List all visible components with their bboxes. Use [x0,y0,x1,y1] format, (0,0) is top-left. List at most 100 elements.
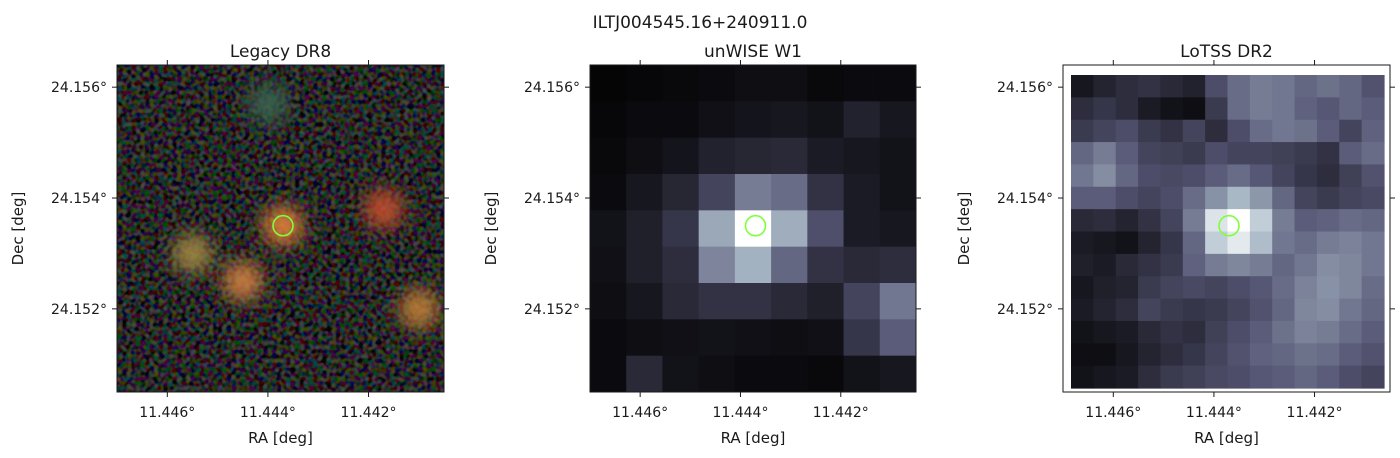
image-pixel [1182,320,1206,344]
image-pixel [1071,231,1094,255]
image-pixel [1272,142,1296,166]
image-pixel [1272,253,1296,277]
image-pixel [1294,343,1318,367]
source-blob [263,205,304,246]
image-pixel [1093,97,1117,121]
image-pixel [590,174,627,211]
image-pixel [1294,365,1318,389]
image-pixel [1115,365,1139,389]
image-pixel [698,174,736,211]
image-pixel [1138,365,1162,389]
target-marker-circle [744,214,767,237]
image-pixel [1071,75,1094,98]
y-axis-label: Dec [deg] [955,192,973,266]
image-pixel [1182,253,1206,277]
image-pixel [843,174,881,211]
image-pixel [771,210,808,248]
image-pixel [879,319,916,357]
image-pixel [1227,209,1251,233]
x-tick-label: 11.442° [813,405,869,421]
image-pixel [807,210,845,248]
image-pixel [698,283,736,320]
image-pixel [1339,231,1363,255]
image-pixel [626,246,664,284]
image-pixel [1339,253,1363,277]
image-pixel [1339,186,1363,210]
image-pixel [1316,253,1340,277]
image-pixel [1093,75,1117,98]
source-blob [247,83,288,124]
image-pixel [1249,365,1273,389]
image-pixel [1205,276,1229,300]
image-pixel [1339,343,1363,367]
image-pixel [1361,298,1385,322]
y-axis-label: Dec [deg] [482,192,500,266]
image-pixel [1249,142,1273,166]
image-pixel [1160,142,1184,166]
image-pixel [662,174,700,211]
image-pixel [1249,320,1273,344]
y-tick-label: 24.156° [51,80,107,96]
image-pixel [1115,186,1139,210]
image-pixel [1339,164,1363,188]
image-pixel [1339,209,1363,233]
image-pixel [1071,253,1094,277]
x-tick-label: 11.444° [1186,405,1242,421]
image-pixel [590,101,627,139]
image-pixel [1138,142,1162,166]
image-pixel [879,137,916,175]
image-pixel [1160,231,1184,255]
image-pixel [1182,365,1206,389]
image-pixel [1249,298,1273,322]
panel-unwise-w1: unWISE W1 11.446° 11.444° 11.442° 24.156° 24… [482,42,921,447]
panel-title: unWISE W1 [704,42,802,62]
ticks: 11.446° 11.444° 11.442° 24.156° 24.154° 24.15… [997,60,1395,421]
image-pixel [1272,97,1296,121]
panel-title: Legacy DR8 [230,42,331,62]
image-area [117,65,444,392]
image-pixel [807,101,845,139]
image-pixel [626,137,664,175]
panel-title: LoTSS DR2 [1180,42,1273,62]
image-pixel [1115,320,1139,344]
y-tick-label: 24.154° [524,191,580,207]
image-pixel [1272,298,1296,322]
image-pixel [843,210,881,248]
image-pixel [1316,119,1340,143]
source-blob [172,233,213,274]
image-pixel [1361,75,1385,98]
image-pixel [1182,164,1206,188]
image-pixel [1182,276,1206,300]
image-pixel [1182,231,1206,255]
image-pixel [698,246,736,284]
y-tick-label: 24.156° [524,80,580,96]
image-pixel [1227,276,1251,300]
image-pixel [843,137,881,175]
image-pixel [1138,231,1162,255]
image-pixel [1339,365,1363,389]
image-pixel [734,101,772,139]
x-axis-label: RA [deg] [248,429,313,447]
image-pixel [1316,365,1340,389]
image-area [590,65,916,392]
image-pixel [662,355,700,392]
image-pixel [1071,298,1094,322]
image-pixel [1160,119,1184,143]
y-tick-label: 24.154° [51,191,107,207]
image-pixel [1361,97,1385,121]
image-pixel [807,137,845,175]
image-pixel [1115,343,1139,367]
image-pixel [662,101,700,139]
image-pixel [1227,298,1251,322]
image-pixel [1071,343,1094,367]
image-pixel [1227,119,1251,143]
image-pixel [1182,119,1206,143]
image-pixel [698,319,736,357]
x-tick-label: 11.442° [341,405,397,421]
image-pixel [807,174,845,211]
image-pixel [1205,320,1229,344]
image-pixel [771,246,808,284]
image-pixel [1182,97,1206,121]
image-pixel [1361,320,1385,344]
image-pixel [1339,119,1363,143]
